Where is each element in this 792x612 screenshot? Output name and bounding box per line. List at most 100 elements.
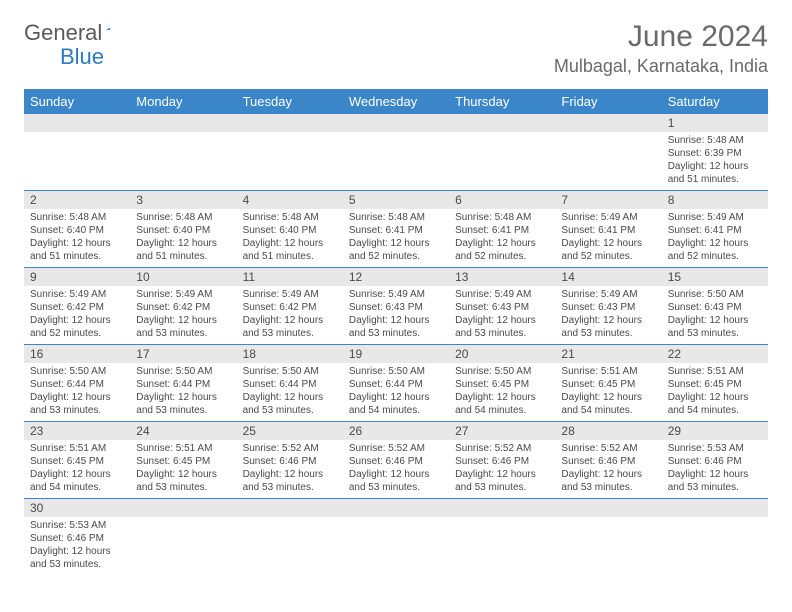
weekday-header: Wednesday [343, 89, 449, 114]
day-number: 9 [24, 268, 130, 286]
weekday-header: Sunday [24, 89, 130, 114]
calendar-day: 9Sunrise: 5:49 AMSunset: 6:42 PMDaylight… [24, 268, 130, 345]
day-details: Sunrise: 5:49 AMSunset: 6:42 PMDaylight:… [24, 286, 130, 344]
day-number [555, 114, 661, 132]
calendar-empty [237, 114, 343, 191]
day-details: Sunrise: 5:50 AMSunset: 6:44 PMDaylight:… [237, 363, 343, 421]
calendar-row: 2Sunrise: 5:48 AMSunset: 6:40 PMDaylight… [24, 191, 768, 268]
calendar-day: 19Sunrise: 5:50 AMSunset: 6:44 PMDayligh… [343, 345, 449, 422]
day-details: Sunrise: 5:51 AMSunset: 6:45 PMDaylight:… [24, 440, 130, 498]
day-details: Sunrise: 5:51 AMSunset: 6:45 PMDaylight:… [662, 363, 768, 421]
day-number: 16 [24, 345, 130, 363]
day-number: 25 [237, 422, 343, 440]
calendar-day: 21Sunrise: 5:51 AMSunset: 6:45 PMDayligh… [555, 345, 661, 422]
day-number [24, 114, 130, 132]
calendar-day: 12Sunrise: 5:49 AMSunset: 6:43 PMDayligh… [343, 268, 449, 345]
calendar-day: 25Sunrise: 5:52 AMSunset: 6:46 PMDayligh… [237, 422, 343, 499]
day-details: Sunrise: 5:48 AMSunset: 6:39 PMDaylight:… [662, 132, 768, 190]
day-details: Sunrise: 5:51 AMSunset: 6:45 PMDaylight:… [555, 363, 661, 421]
day-number: 7 [555, 191, 661, 209]
day-number: 24 [130, 422, 236, 440]
day-details: Sunrise: 5:49 AMSunset: 6:43 PMDaylight:… [449, 286, 555, 344]
calendar-day: 11Sunrise: 5:49 AMSunset: 6:42 PMDayligh… [237, 268, 343, 345]
logo: General [24, 20, 134, 46]
calendar-empty [343, 114, 449, 191]
calendar-empty [237, 499, 343, 576]
calendar-row: 1Sunrise: 5:48 AMSunset: 6:39 PMDaylight… [24, 114, 768, 191]
calendar-empty [449, 499, 555, 576]
day-number: 11 [237, 268, 343, 286]
calendar-day: 29Sunrise: 5:53 AMSunset: 6:46 PMDayligh… [662, 422, 768, 499]
calendar-day: 23Sunrise: 5:51 AMSunset: 6:45 PMDayligh… [24, 422, 130, 499]
day-details: Sunrise: 5:49 AMSunset: 6:42 PMDaylight:… [237, 286, 343, 344]
calendar-row: 30Sunrise: 5:53 AMSunset: 6:46 PMDayligh… [24, 499, 768, 576]
day-number [449, 499, 555, 517]
day-details: Sunrise: 5:48 AMSunset: 6:40 PMDaylight:… [130, 209, 236, 267]
weekday-header-row: SundayMondayTuesdayWednesdayThursdayFrid… [24, 89, 768, 114]
day-number: 12 [343, 268, 449, 286]
day-details: Sunrise: 5:53 AMSunset: 6:46 PMDaylight:… [24, 517, 130, 575]
day-number: 27 [449, 422, 555, 440]
day-details: Sunrise: 5:49 AMSunset: 6:42 PMDaylight:… [130, 286, 236, 344]
day-number: 26 [343, 422, 449, 440]
title-block: June 2024 Mulbagal, Karnataka, India [554, 20, 768, 77]
day-details: Sunrise: 5:48 AMSunset: 6:40 PMDaylight:… [237, 209, 343, 267]
calendar-day: 1Sunrise: 5:48 AMSunset: 6:39 PMDaylight… [662, 114, 768, 191]
day-details: Sunrise: 5:52 AMSunset: 6:46 PMDaylight:… [237, 440, 343, 498]
day-number [555, 499, 661, 517]
calendar-day: 7Sunrise: 5:49 AMSunset: 6:41 PMDaylight… [555, 191, 661, 268]
day-number: 28 [555, 422, 661, 440]
calendar-empty [343, 499, 449, 576]
calendar-day: 10Sunrise: 5:49 AMSunset: 6:42 PMDayligh… [130, 268, 236, 345]
day-details: Sunrise: 5:48 AMSunset: 6:41 PMDaylight:… [449, 209, 555, 267]
calendar-day: 16Sunrise: 5:50 AMSunset: 6:44 PMDayligh… [24, 345, 130, 422]
day-number: 13 [449, 268, 555, 286]
weekday-header: Friday [555, 89, 661, 114]
calendar-empty [130, 499, 236, 576]
flag-icon [106, 20, 111, 38]
calendar-row: 23Sunrise: 5:51 AMSunset: 6:45 PMDayligh… [24, 422, 768, 499]
calendar-empty [449, 114, 555, 191]
day-details: Sunrise: 5:50 AMSunset: 6:44 PMDaylight:… [130, 363, 236, 421]
weekday-header: Thursday [449, 89, 555, 114]
calendar-day: 4Sunrise: 5:48 AMSunset: 6:40 PMDaylight… [237, 191, 343, 268]
day-details: Sunrise: 5:50 AMSunset: 6:44 PMDaylight:… [343, 363, 449, 421]
calendar-day: 17Sunrise: 5:50 AMSunset: 6:44 PMDayligh… [130, 345, 236, 422]
calendar-day: 15Sunrise: 5:50 AMSunset: 6:43 PMDayligh… [662, 268, 768, 345]
calendar-day: 8Sunrise: 5:49 AMSunset: 6:41 PMDaylight… [662, 191, 768, 268]
day-number: 10 [130, 268, 236, 286]
header: General June 2024 Mulbagal, Karnataka, I… [24, 20, 768, 77]
calendar-day: 28Sunrise: 5:52 AMSunset: 6:46 PMDayligh… [555, 422, 661, 499]
day-details: Sunrise: 5:50 AMSunset: 6:43 PMDaylight:… [662, 286, 768, 344]
day-details: Sunrise: 5:49 AMSunset: 6:43 PMDaylight:… [343, 286, 449, 344]
day-details: Sunrise: 5:50 AMSunset: 6:44 PMDaylight:… [24, 363, 130, 421]
day-number: 22 [662, 345, 768, 363]
calendar-day: 3Sunrise: 5:48 AMSunset: 6:40 PMDaylight… [130, 191, 236, 268]
day-number: 23 [24, 422, 130, 440]
day-number: 1 [662, 114, 768, 132]
day-details: Sunrise: 5:49 AMSunset: 6:41 PMDaylight:… [662, 209, 768, 267]
day-number: 3 [130, 191, 236, 209]
calendar-table: SundayMondayTuesdayWednesdayThursdayFrid… [24, 89, 768, 575]
calendar-day: 13Sunrise: 5:49 AMSunset: 6:43 PMDayligh… [449, 268, 555, 345]
day-number: 15 [662, 268, 768, 286]
day-details: Sunrise: 5:51 AMSunset: 6:45 PMDaylight:… [130, 440, 236, 498]
day-details: Sunrise: 5:52 AMSunset: 6:46 PMDaylight:… [343, 440, 449, 498]
calendar-day: 6Sunrise: 5:48 AMSunset: 6:41 PMDaylight… [449, 191, 555, 268]
day-number: 4 [237, 191, 343, 209]
day-number [237, 499, 343, 517]
day-details: Sunrise: 5:53 AMSunset: 6:46 PMDaylight:… [662, 440, 768, 498]
calendar-day: 14Sunrise: 5:49 AMSunset: 6:43 PMDayligh… [555, 268, 661, 345]
day-details: Sunrise: 5:52 AMSunset: 6:46 PMDaylight:… [449, 440, 555, 498]
calendar-empty [24, 114, 130, 191]
day-number: 19 [343, 345, 449, 363]
day-details: Sunrise: 5:50 AMSunset: 6:45 PMDaylight:… [449, 363, 555, 421]
day-number: 30 [24, 499, 130, 517]
day-number: 29 [662, 422, 768, 440]
calendar-day: 26Sunrise: 5:52 AMSunset: 6:46 PMDayligh… [343, 422, 449, 499]
day-number: 20 [449, 345, 555, 363]
day-details: Sunrise: 5:48 AMSunset: 6:40 PMDaylight:… [24, 209, 130, 267]
day-details: Sunrise: 5:49 AMSunset: 6:43 PMDaylight:… [555, 286, 661, 344]
calendar-day: 5Sunrise: 5:48 AMSunset: 6:41 PMDaylight… [343, 191, 449, 268]
day-number: 18 [237, 345, 343, 363]
